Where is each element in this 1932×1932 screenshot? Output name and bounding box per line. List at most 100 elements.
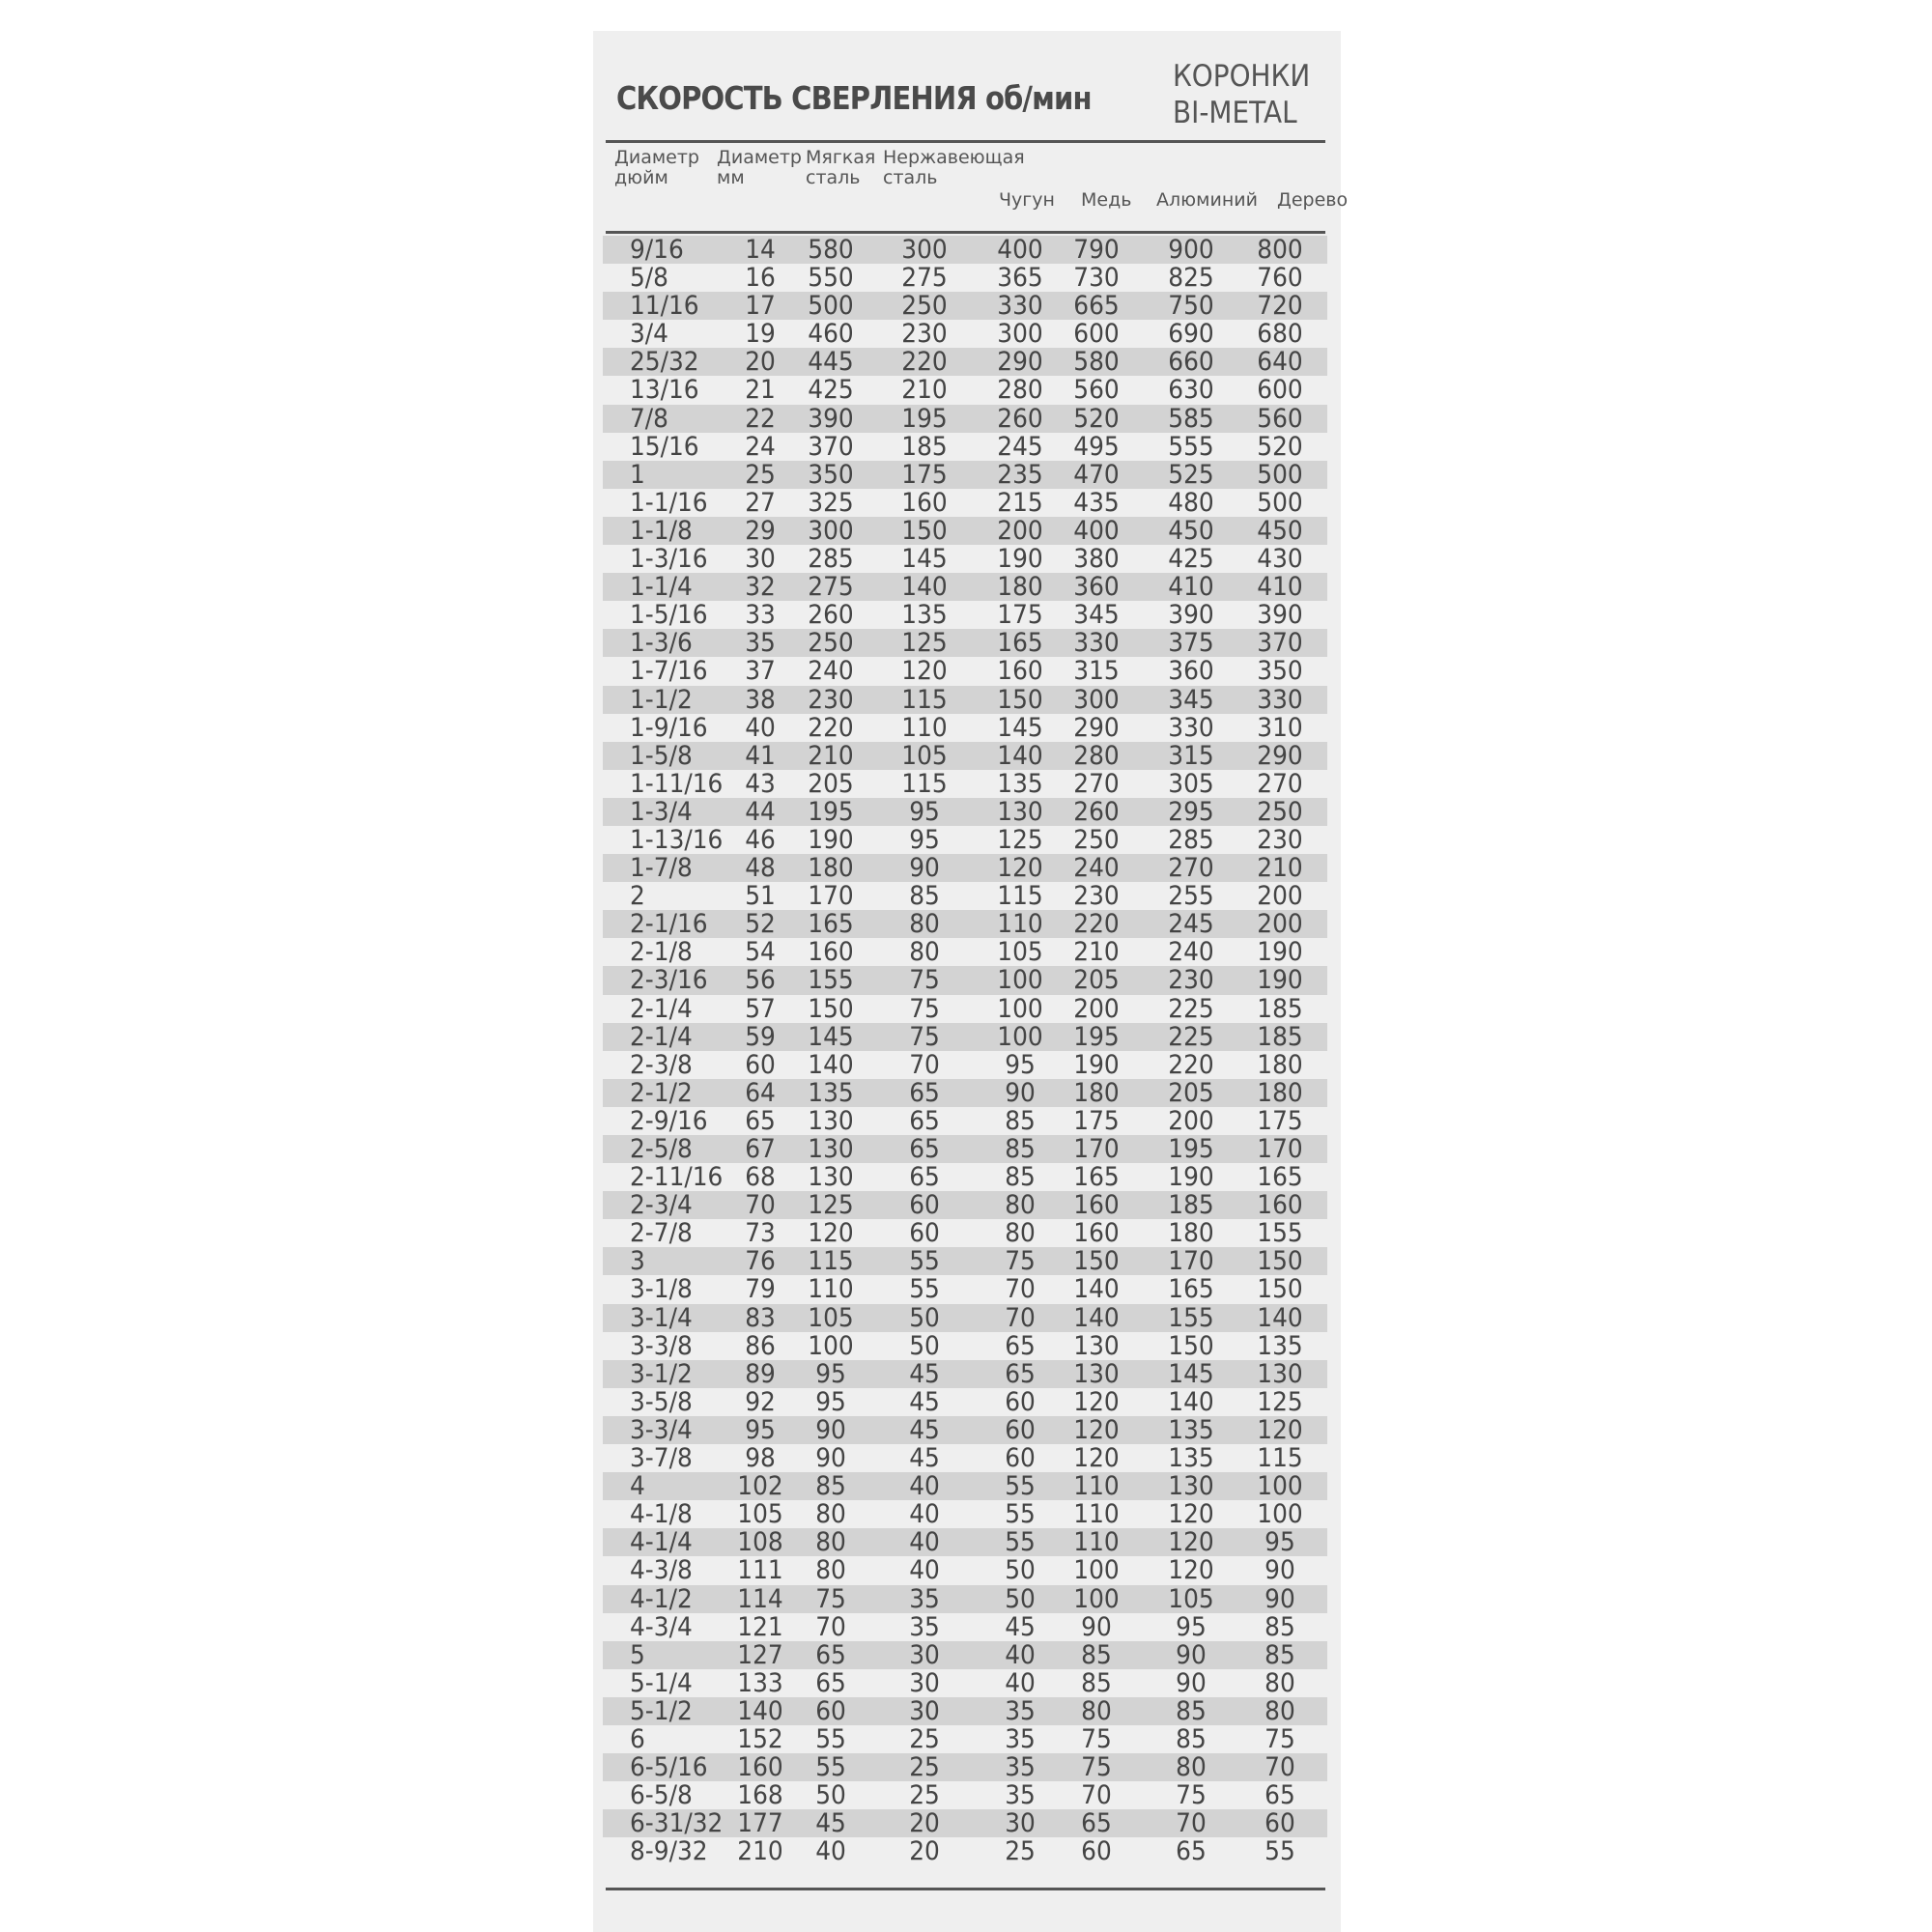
column-header-line1: Диаметр bbox=[717, 147, 802, 168]
table-cell: 165 bbox=[1168, 1274, 1214, 1305]
table-row: 2-1/8 54 160 80 105 210 240 190 bbox=[603, 938, 1327, 967]
table-cell: 25 bbox=[909, 1723, 940, 1754]
table-cell: 127 bbox=[737, 1639, 783, 1670]
column-header-line1: Диаметр bbox=[614, 147, 699, 168]
table-cell: 56 bbox=[745, 965, 776, 996]
table-cell: 150 bbox=[1257, 1274, 1303, 1305]
table-cell: 55 bbox=[1264, 1836, 1295, 1867]
table-cell: 65 bbox=[815, 1667, 846, 1698]
table-cell: 205 bbox=[808, 768, 854, 799]
table-cell: 300 bbox=[901, 235, 948, 265]
table-cell: 27 bbox=[745, 487, 776, 518]
table-cell: 260 bbox=[808, 600, 854, 631]
table-cell: 425 bbox=[1168, 544, 1214, 575]
table-cell: 65 bbox=[1005, 1358, 1036, 1389]
table-row: 2-11/16 68 130 65 85 165 190 165 bbox=[603, 1162, 1327, 1193]
table-cell: 500 bbox=[808, 291, 854, 322]
table-cell: 190 bbox=[808, 824, 854, 855]
table-row: 5/8 16 550 275 365 730 825 760 bbox=[603, 264, 1327, 293]
table-cell: 95 bbox=[909, 796, 940, 827]
table-cell: 585 bbox=[1168, 403, 1214, 434]
table-cell: 80 bbox=[815, 1499, 846, 1530]
product-label-line1: КОРОНКИ bbox=[1173, 59, 1311, 94]
table-cell: 190 bbox=[997, 544, 1043, 575]
table-cell: 95 bbox=[815, 1386, 846, 1417]
table-cell: 380 bbox=[1073, 544, 1120, 575]
table-cell: 120 bbox=[1257, 1414, 1303, 1445]
table-cell: 360 bbox=[1168, 656, 1214, 687]
table-cell: 295 bbox=[1168, 796, 1214, 827]
table-cell: 1-1/2 bbox=[630, 684, 693, 715]
column-header-line1: Нержавеющая bbox=[883, 147, 1025, 168]
table-cell: 195 bbox=[1168, 1134, 1214, 1164]
table-cell: 3-1/4 bbox=[630, 1302, 693, 1333]
table-cell: 135 bbox=[1168, 1443, 1214, 1474]
table-cell: 35 bbox=[909, 1583, 940, 1614]
table-cell: 85 bbox=[909, 881, 940, 912]
table-cell: 50 bbox=[1005, 1555, 1036, 1586]
table-cell: 35 bbox=[1005, 1723, 1036, 1754]
table-cell: 170 bbox=[1168, 1246, 1214, 1277]
table-cell: 86 bbox=[745, 1330, 776, 1361]
table-cell: 68 bbox=[745, 1162, 776, 1193]
table-cell: 555 bbox=[1168, 431, 1214, 462]
table-cell: 2-5/8 bbox=[630, 1134, 693, 1164]
table-cell: 6-5/8 bbox=[630, 1780, 693, 1811]
table-cell: 48 bbox=[745, 853, 776, 884]
table-cell: 52 bbox=[745, 909, 776, 940]
table-cell: 290 bbox=[1073, 712, 1120, 743]
table-cell: 80 bbox=[909, 909, 940, 940]
column-header-line2: Дерево bbox=[1277, 189, 1349, 211]
table-cell: 400 bbox=[1073, 515, 1120, 546]
table-cell: 65 bbox=[909, 1134, 940, 1164]
table-cell: 1-3/16 bbox=[630, 544, 708, 575]
table-cell: 21 bbox=[745, 375, 776, 406]
table-cell: 430 bbox=[1257, 544, 1303, 575]
table-cell: 75 bbox=[1264, 1723, 1295, 1754]
table-cell: 80 bbox=[1176, 1752, 1207, 1783]
table-cell: 105 bbox=[808, 1302, 854, 1333]
table-cell: 600 bbox=[1257, 375, 1303, 406]
table-cell: 2 bbox=[630, 881, 645, 912]
table-cell: 360 bbox=[1073, 572, 1120, 603]
table-cell: 3 bbox=[630, 1246, 645, 1277]
table-cell: 7/8 bbox=[630, 403, 668, 434]
table-row: 4-3/8 111 80 40 50 100 120 90 bbox=[603, 1555, 1327, 1586]
table-cell: 55 bbox=[909, 1274, 940, 1305]
table-cell: 2-9/16 bbox=[630, 1105, 708, 1136]
table-cell: 145 bbox=[1168, 1358, 1214, 1389]
table-row: 6-31/32 177 45 20 30 65 70 60 bbox=[603, 1808, 1327, 1839]
table-cell: 60 bbox=[1005, 1443, 1036, 1474]
table-cell: 89 bbox=[745, 1358, 776, 1389]
table-cell: 445 bbox=[808, 347, 854, 378]
table-cell: 25 bbox=[909, 1780, 940, 1811]
table-row: 3-7/8 98 90 45 60 120 135 115 bbox=[603, 1443, 1327, 1474]
table-cell: 70 bbox=[815, 1611, 846, 1642]
table-cell: 150 bbox=[997, 684, 1043, 715]
table-cell: 150 bbox=[901, 515, 948, 546]
table-cell: 90 bbox=[1176, 1667, 1207, 1698]
table-cell: 90 bbox=[815, 1443, 846, 1474]
table-cell: 135 bbox=[901, 600, 948, 631]
table-cell: 245 bbox=[997, 431, 1043, 462]
table-cell: 1-13/16 bbox=[630, 824, 724, 855]
table-cell: 600 bbox=[1073, 319, 1120, 350]
table-cell: 70 bbox=[745, 1190, 776, 1221]
table-cell: 30 bbox=[745, 544, 776, 575]
table-cell: 410 bbox=[1257, 572, 1303, 603]
table-cell: 51 bbox=[745, 881, 776, 912]
table-cell: 67 bbox=[745, 1134, 776, 1164]
table-cell: 65 bbox=[909, 1162, 940, 1193]
column-header-line2: дюйм bbox=[614, 167, 668, 188]
table-cell: 130 bbox=[1168, 1471, 1214, 1502]
table-cell: 60 bbox=[1264, 1808, 1295, 1839]
table-cell: 4-1/4 bbox=[630, 1527, 693, 1558]
table-cell: 305 bbox=[1168, 768, 1214, 799]
table-cell: 115 bbox=[997, 881, 1043, 912]
table-cell: 220 bbox=[901, 347, 948, 378]
table-cell: 85 bbox=[815, 1471, 846, 1502]
table-cell: 210 bbox=[808, 740, 854, 771]
table-row: 3/4 19 460 230 300 600 690 680 bbox=[603, 319, 1327, 350]
table-cell: 410 bbox=[1168, 572, 1214, 603]
table-cell: 90 bbox=[1264, 1583, 1295, 1614]
